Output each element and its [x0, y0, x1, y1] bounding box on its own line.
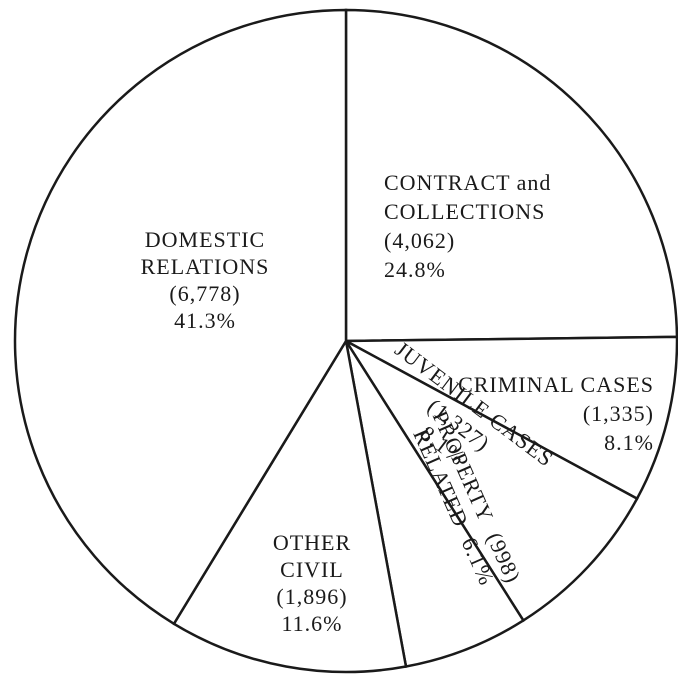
label-text: CIVIL — [280, 557, 344, 582]
label-text: (1,335) — [583, 401, 654, 426]
label-line: OTHER — [273, 530, 351, 555]
label-text: (1,896) — [276, 584, 347, 609]
label-text: (4,062) — [384, 228, 455, 253]
label-text: CONTRACT and — [384, 170, 551, 195]
pie-slice — [13, 8, 348, 626]
label-text: 8.1% — [604, 430, 654, 455]
label-line: COLLECTIONS — [384, 199, 545, 224]
pie-slice — [341, 335, 678, 501]
label-text: 24.8% — [384, 257, 446, 282]
label-text: OTHER — [273, 530, 351, 555]
label-line: CRIMINAL CASES — [458, 372, 654, 397]
pie-slice — [172, 337, 408, 674]
label-line: 41.3% — [174, 308, 236, 333]
label-text: 41.3% — [174, 308, 236, 333]
pie-slice — [344, 8, 678, 343]
slice-label: CONTRACT and COLLECTIONS (4,062) 24.8% — [384, 170, 551, 282]
label-text: (6,778) — [169, 281, 240, 306]
pie-slice — [344, 340, 526, 668]
label-text: RELATIONS — [141, 254, 270, 279]
label-text: CRIMINAL CASES — [458, 372, 654, 397]
label-line: (1,335) — [583, 401, 654, 426]
label-line: 24.8% — [384, 257, 446, 282]
label-text: COLLECTIONS — [384, 199, 545, 224]
label-line: 11.6% — [281, 611, 342, 636]
pie-slice — [342, 337, 639, 623]
label-line: CIVIL — [280, 557, 344, 582]
label-line: DOMESTIC — [145, 227, 265, 252]
label-line: CONTRACT and — [384, 170, 551, 195]
slice-label: CRIMINAL CASES (1,335) 8.1% — [458, 372, 654, 455]
label-line: (6,778) — [169, 281, 240, 306]
label-line: RELATIONS — [141, 254, 270, 279]
label-line: (1,896) — [276, 584, 347, 609]
label-text: DOMESTIC — [145, 227, 265, 252]
label-line: 8.1% — [604, 430, 654, 455]
label-text: 11.6% — [281, 611, 342, 636]
label-line: (4,062) — [384, 228, 455, 253]
